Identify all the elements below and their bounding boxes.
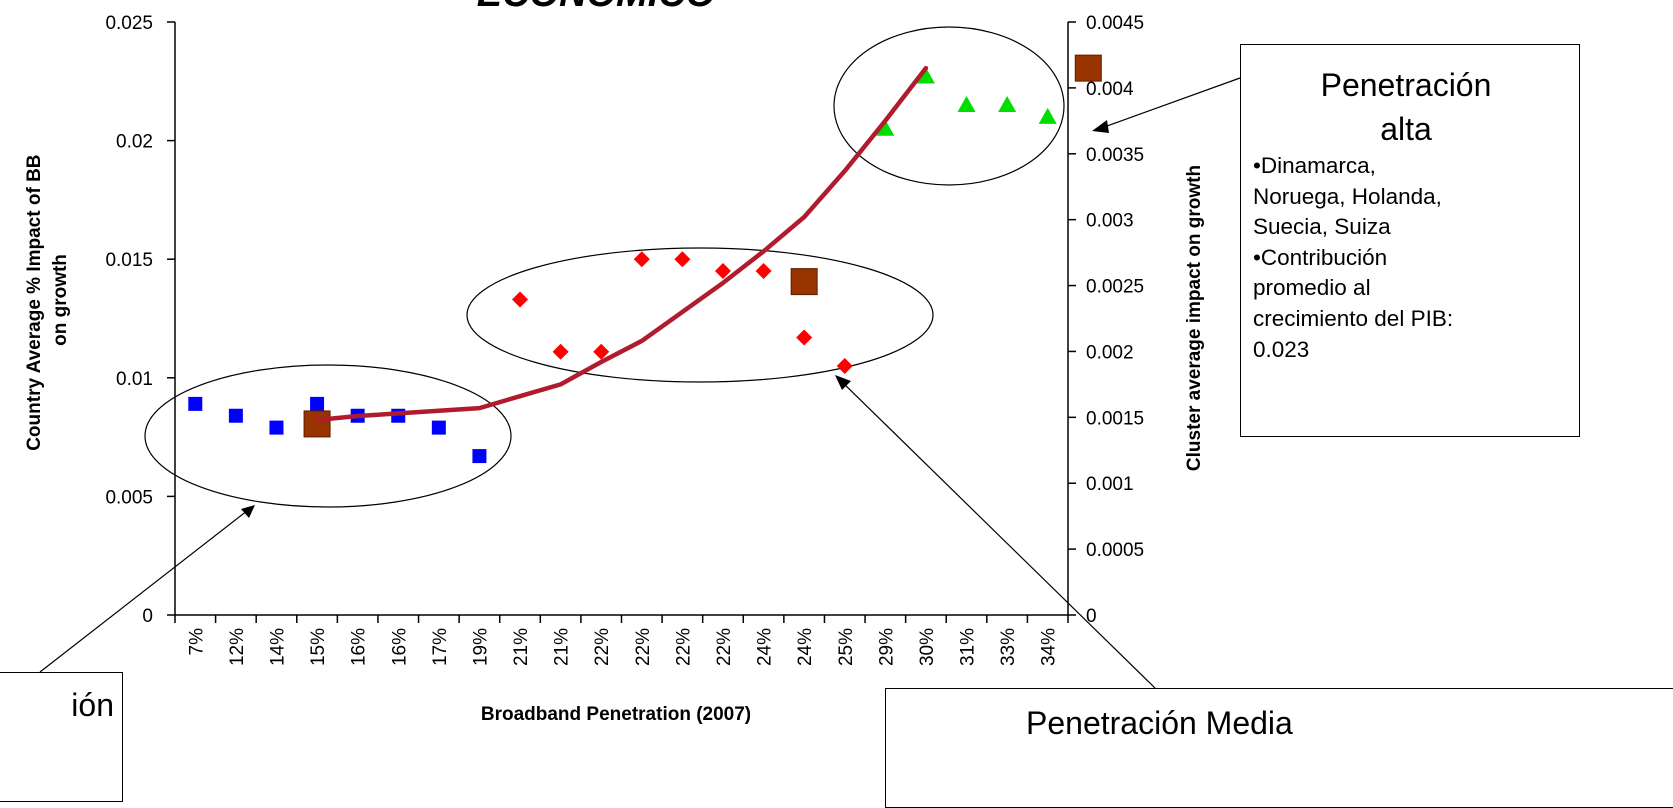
y-tick-label-left: 0.015 <box>105 250 153 271</box>
mid-cluster-point <box>512 291 529 308</box>
x-tick-label: 33% <box>998 628 1019 666</box>
x-tick-label: 21% <box>511 628 532 666</box>
y-tick-label-left: 0 <box>142 606 153 627</box>
right-ticks: 0 0.0005 0.001 0.0015 0.002 0.0025 0.003 0.0035… <box>1068 13 1144 627</box>
x-tick-label: 22% <box>633 628 654 666</box>
left-ticks: 0 0.005 0.01 0.015 0.02 0.025 <box>105 13 175 627</box>
mid-arrow <box>838 378 1156 689</box>
x-tick-label: 14% <box>267 628 288 666</box>
mid-callout-title: Penetración Media <box>1026 705 1293 741</box>
high-callout-title-line1: Penetración <box>1320 67 1492 103</box>
low-arrowhead <box>241 505 255 518</box>
data-marks <box>188 54 1102 464</box>
x-tick-label: 16% <box>389 628 410 666</box>
x-tick-label: 30% <box>917 628 938 666</box>
x-tick-label: 25% <box>836 628 857 666</box>
cluster-ellipses <box>144 26 1065 508</box>
x-tick-label: 17% <box>430 628 451 666</box>
low-cluster-point <box>228 408 243 423</box>
chart: 0 0.005 0.01 0.015 0.02 0.025 0 0.0005 0.001 0.0… <box>24 0 1241 725</box>
high-cluster-point <box>876 119 895 136</box>
x-tick-label: 29% <box>876 628 897 666</box>
x-tick-label: 22% <box>714 628 735 666</box>
x-tick-label: 24% <box>795 628 816 666</box>
mid-cluster-point <box>796 329 813 346</box>
mid-cluster-point <box>633 251 650 268</box>
y-tick-label-right: 0.0035 <box>1086 145 1144 166</box>
mid-cluster-ellipse <box>466 247 934 383</box>
y-tick-label-right: 0.0025 <box>1086 277 1144 298</box>
x-tick-label: 22% <box>592 628 613 666</box>
low-cluster-point <box>269 420 284 435</box>
high-arrowhead <box>1092 120 1109 133</box>
y-tick-label-right: 0.0015 <box>1086 408 1144 429</box>
mid-cluster-point <box>552 343 569 360</box>
low-penetration-callout: ión <box>0 672 123 802</box>
high-arrow <box>1095 77 1241 131</box>
high-cluster-point <box>1038 107 1057 124</box>
high-cluster-point <box>998 96 1017 113</box>
x-tick-label: 15% <box>308 628 329 666</box>
low-cluster-point <box>431 420 446 435</box>
y-tick-label-right: 0.002 <box>1086 342 1134 363</box>
low-callout-title: ión <box>71 687 114 723</box>
high-callout-title-line2: alta <box>1380 111 1432 147</box>
y-tick-label-right: 0.003 <box>1086 211 1134 232</box>
y-tick-label-left: 0.02 <box>116 132 153 153</box>
y-axis-left-label-line2: on growth <box>50 254 71 346</box>
low-cluster-ellipse <box>144 364 512 508</box>
x-tick-label: 34% <box>1039 628 1060 666</box>
cluster-average-point <box>790 268 818 296</box>
mid-cluster-point <box>674 251 691 268</box>
y-tick-label-right: 0 <box>1086 606 1097 627</box>
y-tick-label-right: 0.001 <box>1086 474 1134 495</box>
y-axis-right-label: Cluster average impact on growth <box>1184 165 1205 471</box>
x-tick-label: 21% <box>552 628 573 666</box>
y-axis-left-label: Country Average % Impact of BB on growth <box>24 149 71 451</box>
mid-cluster-point <box>755 263 772 280</box>
x-tick-label: 12% <box>227 628 248 666</box>
high-callout-line: Noruega, Holanda, <box>1253 183 1442 209</box>
cluster-average-point <box>303 410 331 438</box>
x-axis-label: Broadband Penetration (2007) <box>481 704 751 725</box>
mid-cluster-point <box>836 357 853 374</box>
x-tick-label: 24% <box>755 628 776 666</box>
high-cluster-point <box>916 67 935 84</box>
x-ticks: 7% 12% 14% 15% 16% 16% 17% 19% 21% 21% 22% 22% 22% 22… <box>174 615 1069 666</box>
x-tick-label: 22% <box>673 628 694 666</box>
low-cluster-point <box>188 396 203 411</box>
low-cluster-point <box>472 449 487 464</box>
y-tick-label-right: 0.0045 <box>1086 13 1144 34</box>
high-callout-line: •Contribución <box>1253 244 1388 270</box>
cluster-average-point <box>1074 54 1102 82</box>
mid-cluster-point <box>593 343 610 360</box>
high-callout-line: Suecia, Suiza <box>1253 214 1391 240</box>
y-tick-label-left: 0.01 <box>116 369 153 390</box>
cluster-trend-line <box>314 65 929 423</box>
chart-title: ECONÓMICO <box>477 0 716 15</box>
y-tick-label-right: 0.0005 <box>1086 540 1144 561</box>
x-tick-label: 7% <box>186 628 207 656</box>
x-tick-label: 16% <box>349 628 370 666</box>
high-cluster-point <box>957 96 976 113</box>
y-axis-left-label-line1: Country Average % Impact of BB <box>24 154 45 450</box>
x-tick-label: 31% <box>958 628 979 666</box>
high-callout-line: promedio al <box>1253 275 1371 301</box>
mid-arrowhead <box>835 375 851 390</box>
x-tick-label: 19% <box>470 628 491 666</box>
low-cluster-point <box>310 396 325 411</box>
y-tick-label-right: 0.004 <box>1086 79 1134 100</box>
low-arrow <box>39 506 253 673</box>
callout-arrows <box>39 77 1241 689</box>
mid-penetration-callout: Penetración Media <box>885 688 1673 808</box>
high-callout-line: •Dinamarca, <box>1253 153 1376 178</box>
high-cluster-ellipse <box>833 26 1065 186</box>
y-tick-label-left: 0.005 <box>105 487 153 508</box>
mid-cluster-point <box>714 263 731 280</box>
high-penetration-callout: Penetración alta •Dinamarca, Noruega, Ho… <box>1240 44 1580 437</box>
high-callout-line: crecimiento del PIB: <box>1253 305 1454 331</box>
high-callout-line: 0.023 <box>1253 336 1310 362</box>
axes <box>174 22 1069 616</box>
y-tick-label-left: 0.025 <box>105 13 153 34</box>
